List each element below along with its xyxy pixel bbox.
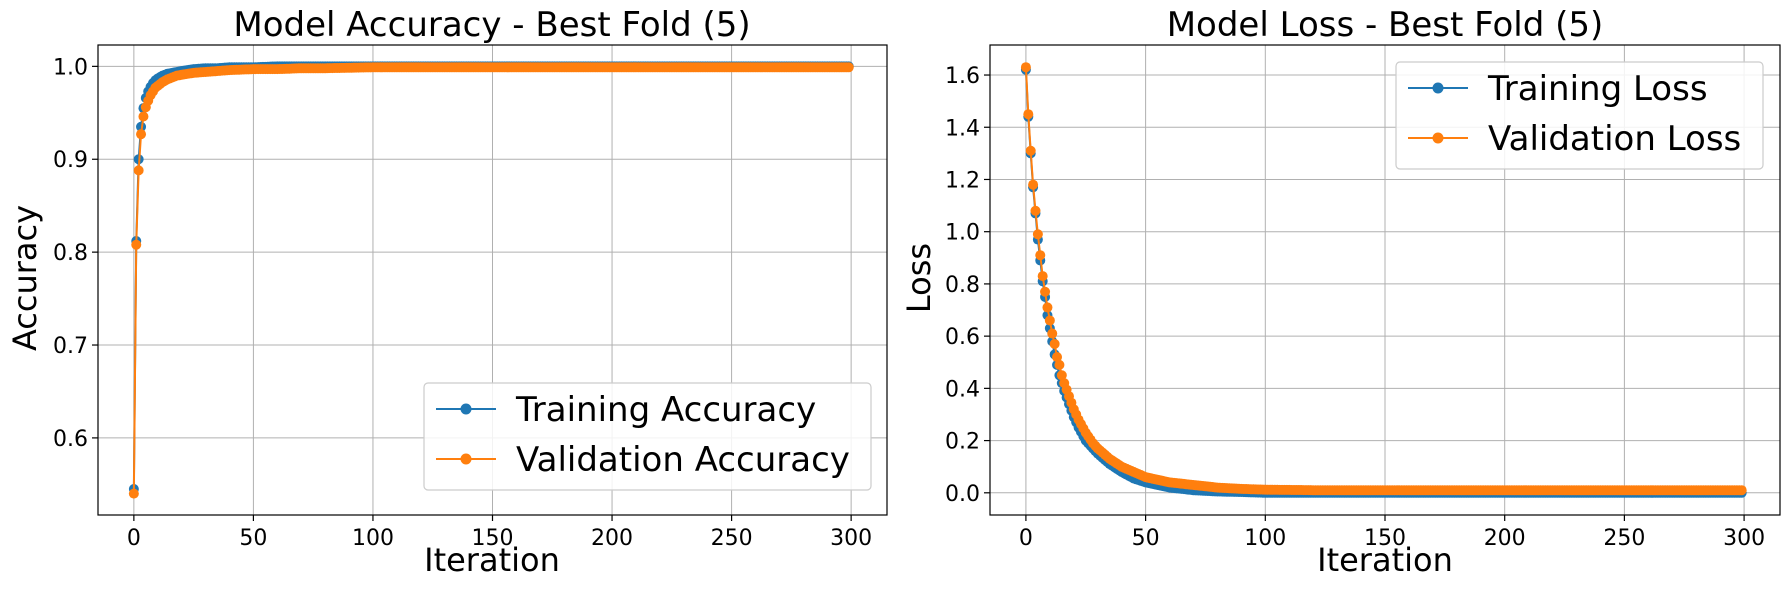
loss-series-validation [1020,62,1747,496]
loss-y-tick-label: 0.4 [945,377,980,402]
loss-data-point [1037,271,1048,282]
loss-y-tick-label: 1.2 [945,168,980,193]
loss-x-tick-label: 250 [1603,526,1645,551]
loss-y-tick-label: 0.6 [945,325,980,350]
loss-x-tick-label: 100 [1244,526,1286,551]
loss-data-point [1047,328,1058,339]
accuracy-y-tick-label: 0.8 [53,241,88,266]
loss-legend-swatch-marker [1432,132,1444,144]
accuracy-chart: Model Accuracy - Best Fold (5) Iteration… [6,5,888,579]
accuracy-series-validation [128,62,854,499]
loss-legend-label: Training Loss [1487,69,1708,109]
accuracy-legend-swatch-marker [460,403,472,415]
accuracy-ticks: 0 50 100 150 200 250 300 0.6 0.7 0.8 0.9 1.0 [53,55,872,551]
loss-y-tick-label: 0.8 [945,273,980,298]
accuracy-x-tick-label: 100 [352,526,394,551]
loss-data-point [1052,352,1063,363]
loss-y-tick-label: 0.2 [945,430,980,455]
accuracy-y-tick-label: 1.0 [53,55,88,80]
loss-data-point [1025,145,1036,156]
loss-data-point [1049,338,1060,349]
loss-legend-box [1395,61,1764,170]
loss-y-axis-label: Loss [900,243,938,313]
accuracy-x-tick-label: 0 [127,526,141,551]
accuracy-y-axis-label: Accuracy [6,205,44,351]
loss-data-point [1035,250,1046,261]
loss-data-point [1028,179,1039,190]
accuracy-y-tick-label: 0.7 [53,334,88,359]
loss-data-point [1032,229,1043,240]
loss-legend: Training Loss Validation Loss [1395,61,1764,170]
loss-data-point [1020,62,1031,73]
accuracy-x-tick-label: 300 [830,526,872,551]
accuracy-data-point [843,62,854,73]
accuracy-y-tick-label: 0.6 [53,427,88,452]
loss-y-tick-label: 1.0 [945,221,980,246]
loss-ticks: 0 50 100 150 200 250 300 0.0 0.2 0.4 0.6 0.8 1.0 1.2 1… [945,64,1765,551]
accuracy-legend-label: Validation Accuracy [516,440,850,480]
accuracy-x-tick-label: 150 [472,526,514,551]
loss-data-point [1042,302,1053,313]
accuracy-legend: Training Accuracy Validation Accuracy [423,382,872,491]
loss-plot-frame [989,44,1781,516]
loss-x-tick-label: 50 [1132,526,1160,551]
accuracy-chart-title: Model Accuracy - Best Fold (5) [233,5,750,45]
loss-chart-title: Model Loss - Best Fold (5) [1167,5,1604,45]
loss-y-tick-label: 1.6 [945,64,980,89]
loss-legend-label: Validation Loss [1488,119,1741,159]
accuracy-legend-swatch-marker [460,453,472,465]
accuracy-x-tick-label: 200 [591,526,633,551]
loss-y-tick-label: 1.4 [945,116,980,141]
accuracy-x-axis-label: Iteration [424,541,560,579]
loss-data-point [1056,370,1067,381]
loss-x-tick-label: 0 [1019,526,1033,551]
accuracy-x-tick-label: 250 [711,526,753,551]
accuracy-grid [98,45,887,515]
loss-data-point [1030,205,1041,216]
loss-data-point [1054,359,1065,370]
loss-data-point [1023,109,1034,120]
loss-data-point [1736,485,1747,496]
accuracy-plot-frame [97,44,888,516]
loss-x-tick-label: 200 [1484,526,1526,551]
loss-chart: Model Loss - Best Fold (5) Iteration Los… [900,5,1781,579]
loss-legend-swatch-marker [1432,82,1444,94]
loss-x-tick-label: 150 [1364,526,1406,551]
loss-data-point [1044,315,1055,326]
accuracy-y-tick-label: 0.9 [53,148,88,173]
loss-x-axis-label: Iteration [1317,541,1453,579]
accuracy-legend-label: Training Accuracy [515,390,816,430]
loss-x-tick-label: 300 [1723,526,1765,551]
accuracy-data-point [131,239,142,250]
loss-data-point [1040,286,1051,297]
accuracy-legend-box [423,382,872,491]
loss-y-tick-label: 0.0 [945,482,980,507]
accuracy-data-point [133,165,144,176]
accuracy-data-point [128,488,139,499]
accuracy-data-point [138,111,149,122]
accuracy-x-tick-label: 50 [239,526,267,551]
accuracy-data-point [136,129,147,140]
